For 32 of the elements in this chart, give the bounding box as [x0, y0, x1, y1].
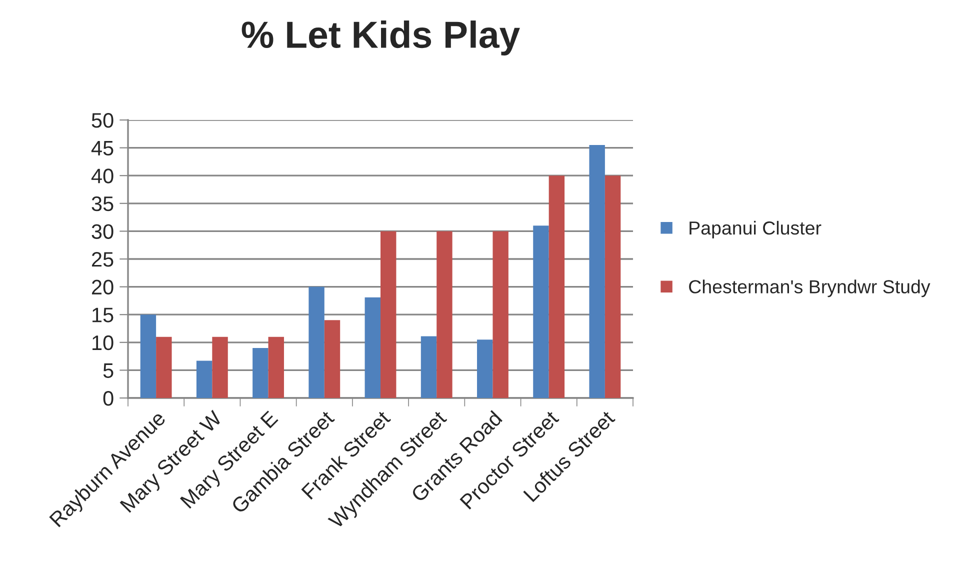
- y-tick-label: 20: [92, 280, 114, 295]
- bar: [212, 336, 228, 398]
- bar: [604, 176, 621, 398]
- legend-label: Papanui Cluster: [690, 220, 822, 238]
- bar: [380, 231, 396, 398]
- bar: [420, 336, 437, 398]
- bar: [589, 145, 605, 398]
- chart-title: % Let Kids Play: [242, 20, 520, 56]
- bar: [533, 226, 549, 398]
- y-tick-label: 15: [92, 308, 114, 322]
- y-tick-label: 0: [103, 391, 114, 406]
- bar: [492, 231, 508, 398]
- legend-label: Chesterman's Bryndwr Study: [689, 280, 930, 298]
- y-tick-label: 25: [92, 252, 114, 267]
- bar: [477, 340, 493, 398]
- y-tick-label: 10: [92, 335, 114, 350]
- y-tick-label: 40: [91, 168, 114, 184]
- bar: [140, 314, 156, 398]
- y-tick-label: 5: [103, 363, 114, 378]
- y-tick-label: 30: [92, 224, 114, 239]
- bar: [268, 336, 284, 398]
- y-tick-label: 50: [92, 113, 114, 128]
- bar: [324, 320, 340, 398]
- bar: [364, 297, 380, 398]
- bar: [196, 360, 212, 398]
- bar: [436, 231, 452, 398]
- bar: [308, 286, 324, 398]
- y-tick-label: 45: [91, 141, 114, 156]
- bar: [156, 336, 172, 398]
- y-tick-label: 35: [92, 196, 114, 212]
- bar: [252, 348, 268, 398]
- bar: [548, 176, 565, 398]
